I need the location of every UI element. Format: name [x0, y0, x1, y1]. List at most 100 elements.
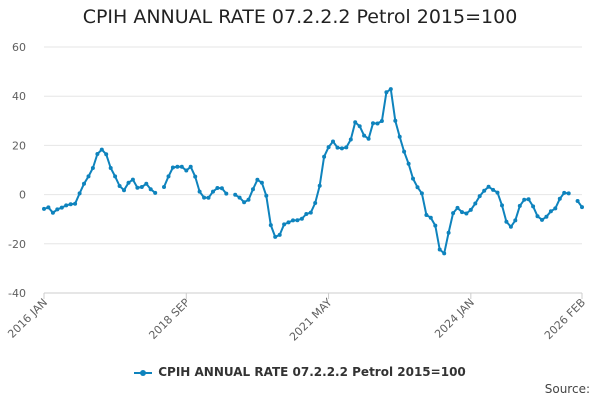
data-point — [237, 195, 242, 200]
data-point — [442, 251, 447, 256]
legend-series-label: CPIH ANNUAL RATE 07.2.2.2 Petrol 2015=10… — [158, 365, 466, 379]
data-point — [304, 212, 309, 216]
data-point — [188, 164, 193, 169]
y-tick-label: -20 — [8, 238, 26, 251]
series-line — [43, 148, 156, 214]
data-point — [255, 177, 260, 182]
x-tick-label: 2016 JAN — [5, 296, 50, 341]
data-point — [526, 197, 531, 202]
data-point — [366, 136, 371, 141]
data-point — [580, 205, 584, 210]
data-point — [64, 203, 69, 208]
data-point — [259, 180, 264, 185]
data-point — [375, 121, 380, 126]
y-tick-label: 60 — [12, 41, 26, 54]
data-point — [482, 188, 487, 193]
data-point — [139, 185, 144, 189]
data-point — [251, 187, 255, 192]
data-point — [548, 209, 553, 214]
data-point — [566, 191, 571, 196]
data-point — [402, 149, 407, 154]
data-point — [82, 181, 86, 186]
data-point — [206, 195, 211, 200]
data-point — [486, 184, 491, 189]
data-point — [55, 207, 60, 212]
data-point — [522, 197, 527, 202]
data-point — [135, 185, 140, 190]
data-point — [344, 145, 349, 150]
data-point — [540, 217, 544, 222]
data-point — [179, 164, 184, 169]
data-point — [126, 180, 131, 185]
data-point — [419, 191, 424, 196]
data-point — [491, 187, 496, 192]
legend[interactable]: CPIH ANNUAL RATE 07.2.2.2 Petrol 2015=10… — [0, 365, 600, 379]
data-point — [197, 189, 202, 194]
data-point — [384, 90, 389, 95]
data-point — [544, 214, 549, 219]
data-point — [202, 195, 207, 200]
data-point — [46, 205, 51, 210]
data-point — [313, 201, 318, 205]
data-point — [353, 120, 358, 125]
data-point — [73, 201, 78, 206]
data-point — [95, 152, 100, 156]
data-point — [108, 166, 113, 170]
data-point — [495, 190, 500, 195]
data-point — [379, 119, 384, 123]
data-point — [388, 87, 393, 92]
source-label: Source: — [544, 382, 590, 396]
data-point — [473, 201, 478, 206]
data-point — [104, 152, 109, 157]
data-point — [42, 206, 46, 211]
data-point — [460, 210, 464, 215]
y-axis: 60 40 20 0 -20 -40 — [8, 41, 26, 300]
data-point — [170, 165, 175, 170]
data-point — [166, 174, 171, 179]
data-point — [59, 205, 64, 210]
y-tick-label: -40 — [8, 287, 26, 300]
x-tick-label: 2026 FEB — [542, 296, 588, 342]
data-point — [508, 224, 513, 229]
data-point — [411, 176, 415, 181]
data-point — [477, 194, 482, 199]
data-point — [215, 186, 220, 190]
data-point — [153, 190, 158, 195]
data-point — [513, 218, 518, 223]
data-point — [339, 146, 344, 151]
y-tick-label: 40 — [12, 90, 26, 103]
data-point — [175, 164, 180, 169]
data-point — [322, 154, 327, 159]
data-point — [184, 168, 189, 173]
x-axis: 2016 JAN 2018 SEP 2021 MAY 2024 JAN 2026 FEB — [5, 292, 588, 344]
data-point — [233, 192, 238, 197]
data-point — [264, 193, 269, 198]
data-point — [553, 206, 558, 211]
data-point — [148, 187, 153, 192]
data-point — [437, 247, 442, 252]
x-tick-label: 2018 SEP — [146, 296, 192, 342]
data-point — [211, 189, 215, 194]
data-point — [575, 199, 580, 203]
data-point — [406, 161, 411, 166]
data-point — [371, 121, 375, 126]
data-point — [500, 203, 504, 208]
data-point — [415, 185, 420, 190]
data-point — [348, 137, 353, 142]
data-point — [282, 222, 287, 227]
data-point — [451, 211, 456, 216]
data-point — [130, 177, 135, 182]
data-point — [455, 205, 460, 210]
data-point — [90, 166, 95, 170]
x-tick-label: 2021 MAY — [287, 296, 335, 344]
data-point — [308, 210, 313, 215]
data-point — [331, 139, 335, 144]
data-point — [122, 188, 126, 193]
legend-line-marker-icon — [134, 369, 153, 376]
data-point — [50, 210, 55, 215]
data-point — [317, 183, 322, 188]
data-point — [504, 219, 509, 224]
data-point — [535, 214, 540, 219]
data-point — [268, 223, 273, 228]
data-point — [77, 191, 82, 196]
